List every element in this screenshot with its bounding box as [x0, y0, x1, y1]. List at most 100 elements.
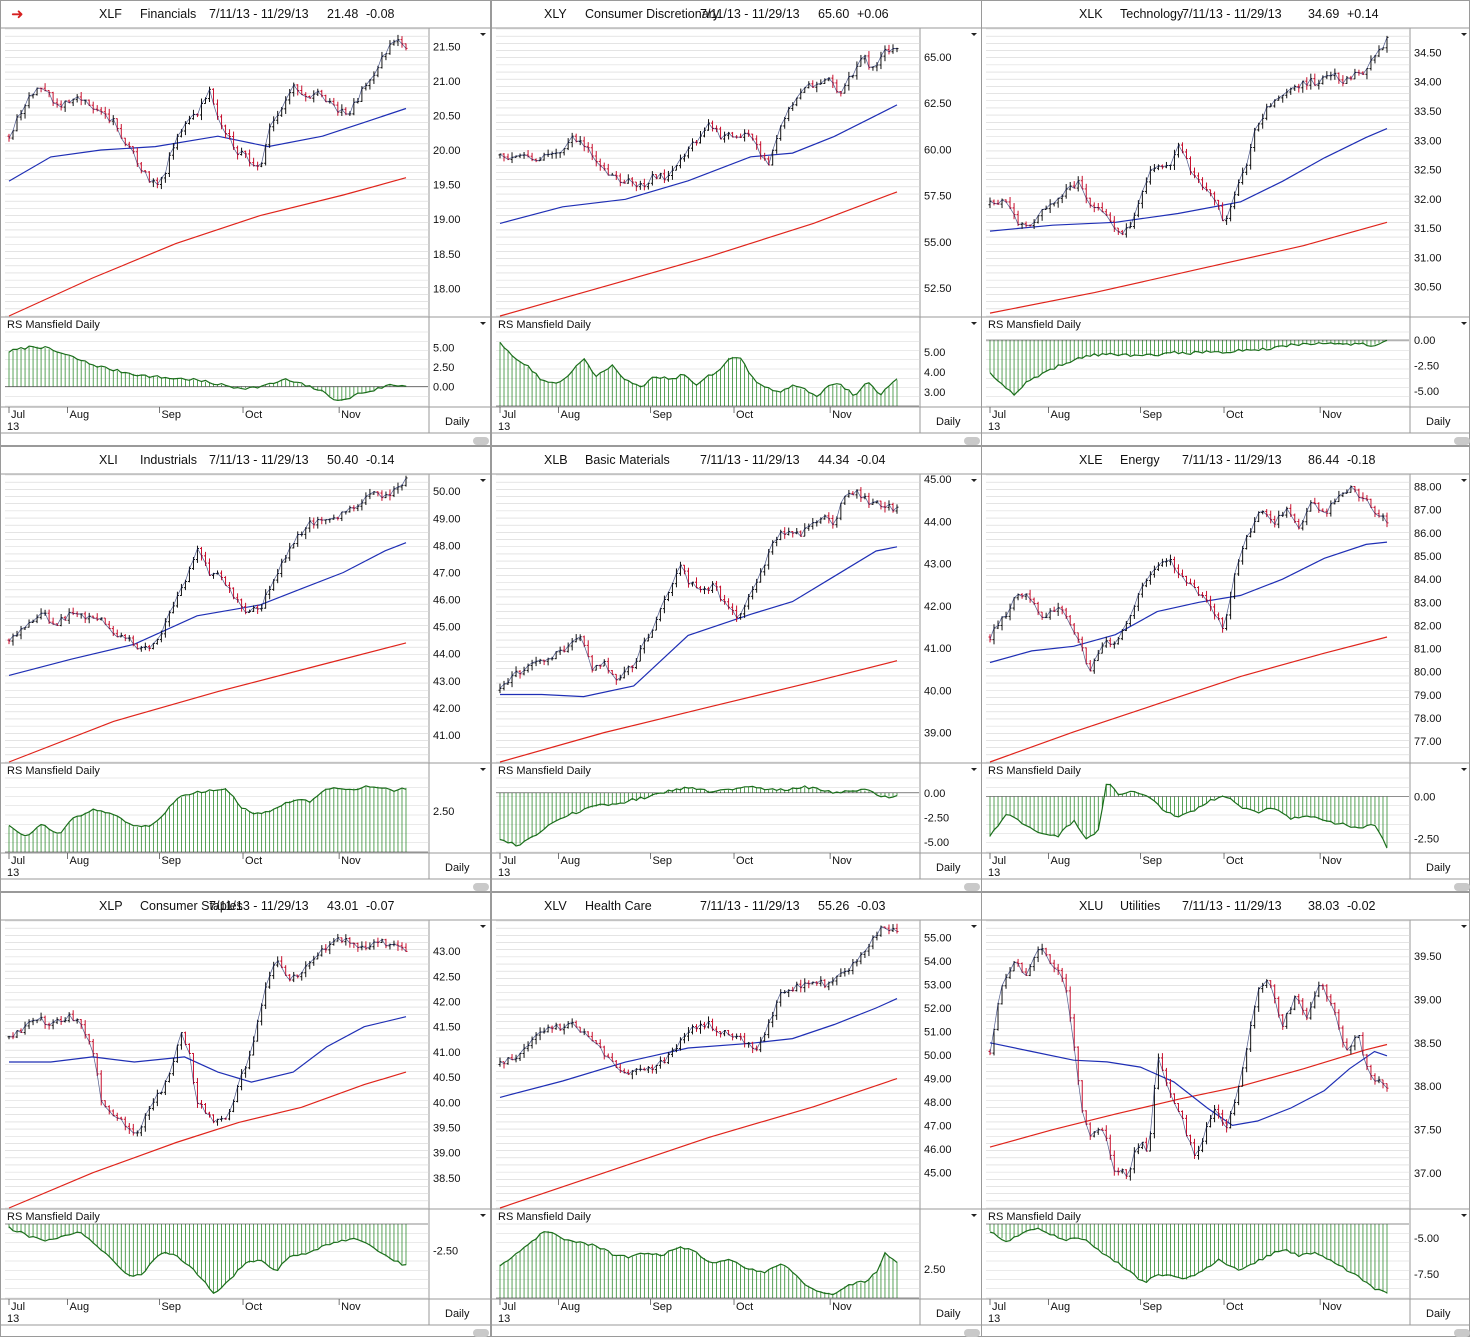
scroll-handle[interactable] — [964, 883, 980, 891]
year-label: 13 — [7, 1313, 19, 1325]
price-bar — [139, 161, 143, 174]
period-label[interactable]: Daily — [445, 1308, 470, 1320]
year-label: 13 — [498, 867, 510, 879]
price-line — [499, 48, 897, 188]
rs-tick-label: -2.50 — [1414, 834, 1439, 846]
price-tick-label: 50.00 — [433, 486, 461, 498]
price-tick-label: 37.00 — [1414, 1168, 1442, 1180]
indicator-label: RS Mansfield Daily — [988, 319, 1081, 331]
month-label: Aug — [1051, 1301, 1071, 1313]
chevron-down-icon[interactable] — [971, 479, 977, 482]
chart-svg: 88.00 87.00 86.00 85.00 84.00 83.00 82.00 81.00… — [982, 473, 1470, 880]
scroll-handle[interactable] — [473, 883, 489, 891]
period-label[interactable]: Daily — [936, 1308, 961, 1320]
chevron-down-icon[interactable] — [480, 1214, 486, 1217]
rs-tick-label: -5.00 — [1414, 386, 1439, 398]
period-label[interactable]: Daily — [1426, 862, 1451, 874]
chevron-down-icon[interactable] — [1461, 1214, 1467, 1217]
month-label: Sep — [1142, 855, 1162, 867]
chevron-down-icon[interactable] — [480, 33, 486, 36]
month-label: Nov — [341, 1301, 361, 1313]
price-tick-label: 41.00 — [433, 730, 461, 742]
chevron-down-icon[interactable] — [971, 925, 977, 928]
price-tick-label: 30.50 — [1414, 282, 1442, 294]
price-bar — [807, 523, 811, 531]
price-bar — [895, 504, 899, 514]
price-bar — [743, 129, 747, 142]
rs-tick-label: -5.00 — [924, 837, 949, 849]
period-label[interactable]: Daily — [1426, 1308, 1451, 1320]
indicator-label: RS Mansfield Daily — [988, 765, 1081, 777]
scroll-handle[interactable] — [964, 1329, 980, 1337]
price-bar — [538, 1027, 542, 1041]
price-bar — [887, 924, 891, 935]
chevron-down-icon[interactable] — [1461, 33, 1467, 36]
price-tick-label: 57.50 — [924, 191, 952, 203]
year-label: 13 — [7, 867, 19, 879]
chart-svg: 45.00 44.00 43.00 42.00 41.00 40.00 39.00 RS Ma… — [492, 473, 983, 880]
price-tick-label: 41.50 — [433, 1022, 461, 1034]
chevron-down-icon[interactable] — [1461, 479, 1467, 482]
month-label: Jul — [992, 409, 1006, 421]
chevron-down-icon[interactable] — [480, 768, 486, 771]
chevron-down-icon[interactable] — [971, 322, 977, 325]
price-tick-label: 88.00 — [1414, 482, 1442, 494]
period-label[interactable]: Daily — [1426, 416, 1451, 428]
price-bar — [51, 91, 55, 106]
chevron-down-icon[interactable] — [480, 925, 486, 928]
chevron-down-icon[interactable] — [1461, 322, 1467, 325]
scroll-handle[interactable] — [473, 437, 489, 445]
price-bar — [364, 492, 368, 505]
scroll-handle[interactable] — [1454, 883, 1470, 891]
price-bar — [55, 1017, 59, 1025]
price-bar — [518, 670, 522, 679]
rs-tick-label: -7.50 — [1414, 1269, 1439, 1281]
scroll-handle[interactable] — [473, 1329, 489, 1337]
price-tick-label: 78.00 — [1414, 713, 1442, 725]
chevron-down-icon[interactable] — [1461, 925, 1467, 928]
price-bar — [111, 115, 115, 126]
price-bar — [1176, 564, 1180, 579]
price-tick-label: 41.00 — [924, 643, 952, 655]
price-tick-label: 43.00 — [924, 559, 952, 571]
scroll-handle[interactable] — [1454, 437, 1470, 445]
chevron-down-icon[interactable] — [971, 768, 977, 771]
price-tick-label: 21.50 — [433, 41, 461, 53]
price-bar — [883, 45, 887, 62]
price-tick-label: 42.00 — [433, 997, 461, 1009]
scroll-handle[interactable] — [964, 437, 980, 445]
price-tick-label: 46.00 — [924, 1144, 952, 1156]
period-label[interactable]: Daily — [936, 862, 961, 874]
price-bar — [139, 645, 143, 652]
chevron-down-icon[interactable] — [480, 479, 486, 482]
month-label: Aug — [70, 1301, 90, 1313]
price-bar — [316, 516, 320, 529]
scroll-handle[interactable] — [1454, 1329, 1470, 1337]
price-bar — [1273, 984, 1277, 1004]
price-bar — [678, 561, 682, 576]
price-bar — [743, 1032, 747, 1048]
price-tick-label: 50.00 — [924, 1050, 952, 1062]
chevron-down-icon[interactable] — [971, 33, 977, 36]
moving-average-short — [499, 104, 898, 224]
period-label[interactable]: Daily — [445, 416, 470, 428]
period-label[interactable]: Daily — [936, 416, 961, 428]
price-tick-label: 45.00 — [924, 1168, 952, 1180]
price-bar — [51, 1019, 55, 1030]
chevron-down-icon[interactable] — [971, 1214, 977, 1217]
price-tick-label: 83.00 — [1414, 597, 1442, 609]
month-label: Sep — [652, 409, 672, 421]
chevron-down-icon[interactable] — [480, 322, 486, 325]
price-tick-label: 38.50 — [1414, 1038, 1442, 1050]
period-label[interactable]: Daily — [445, 862, 470, 874]
price-bar — [686, 1027, 690, 1042]
chart-panel-xly: XLY Consumer Discretionary 7/11/13 - 11/29… — [491, 0, 983, 446]
month-label: Oct — [245, 1301, 262, 1313]
chevron-down-icon[interactable] — [1461, 768, 1467, 771]
price-tick-label: 18.00 — [433, 283, 461, 295]
month-label: Sep — [652, 1301, 672, 1313]
price-line — [989, 948, 1388, 1177]
price-bar — [15, 1030, 19, 1039]
month-label: Aug — [561, 409, 581, 421]
price-tick-label: 39.50 — [1414, 951, 1442, 963]
